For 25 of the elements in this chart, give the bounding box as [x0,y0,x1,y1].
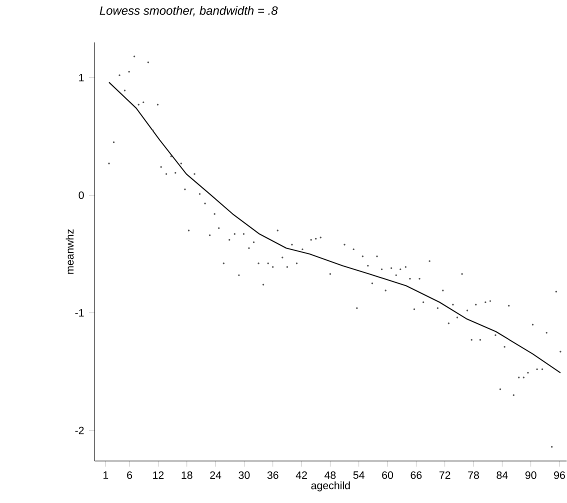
x-tick-label: 18 [182,471,192,479]
x-tick-label: 6 [127,471,132,479]
x-tick-label: 66 [410,471,422,479]
y-tick-label: -1 [75,309,84,316]
x-tick-label: 36 [267,471,278,479]
line-series [108,82,561,374]
y-tick-label: 0 [78,191,84,199]
x-tick-label: 12 [153,471,164,479]
x-tick-label: 24 [210,471,222,479]
x-tick-label: 84 [496,471,508,479]
x-tick-label: 90 [525,471,536,479]
x-tick-label: 1 [104,471,108,479]
x-tick-label: 60 [382,471,394,479]
y-axis-title: meanwhz [66,229,74,274]
x-tick-label: 42 [296,471,307,479]
y-tick-label: 1 [79,74,84,82]
x-tick-label: 96 [554,471,565,479]
chart-title: Lowess smoother, bandwidth = .8 [100,6,278,16]
y-tick-label: -2 [75,426,84,434]
x-axis-title: agechild [311,481,350,492]
x-tick-label: 54 [353,471,364,479]
x-tick-label: 48 [324,471,336,479]
x-tick-label: 78 [468,471,479,479]
x-tick-label: 30 [238,471,250,479]
x-tick-label: 72 [439,471,450,479]
